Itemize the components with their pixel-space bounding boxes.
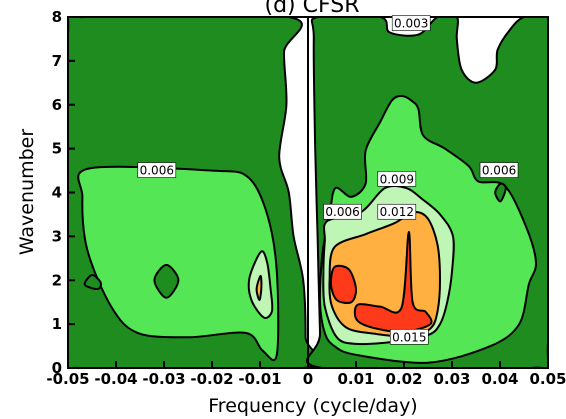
- x-axis-title: Frequency (cycle/day): [208, 395, 417, 417]
- contour-label-text: 0.006: [482, 164, 516, 178]
- y-tick-label: 3: [52, 227, 62, 245]
- contour-label: 0.015: [390, 329, 428, 344]
- contour-label-text: 0.006: [325, 205, 359, 219]
- y-tick-label: 1: [52, 315, 62, 333]
- contour-label: 0.012: [378, 204, 416, 219]
- y-tick-label: 6: [52, 96, 62, 114]
- x-tick-label: -0.03: [142, 370, 185, 388]
- x-tick-label: 0.03: [433, 370, 470, 388]
- contour-label: 0.006: [324, 204, 362, 219]
- y-tick-label: 0: [52, 359, 62, 377]
- contour-label-text: 0.012: [380, 205, 414, 219]
- x-tick-label: -0.01: [238, 370, 281, 388]
- contour-label-text: 0.006: [140, 164, 174, 178]
- x-tick-label: 0.04: [481, 370, 518, 388]
- x-tick-label: 0: [303, 370, 313, 388]
- y-tick-label: 7: [52, 52, 62, 70]
- contour-label: 0.006: [480, 163, 518, 178]
- contour-label-text: 0.009: [380, 172, 414, 186]
- x-tick-label: 0.01: [337, 370, 374, 388]
- y-tick-label: 4: [52, 184, 62, 202]
- x-tick-label: 0.05: [529, 370, 566, 388]
- x-tick-label: -0.04: [94, 370, 137, 388]
- y-tick-label: 8: [52, 8, 62, 26]
- y-tick-label: 2: [52, 271, 62, 289]
- contour-label: 0.009: [378, 171, 416, 186]
- contour-label-text: 0.015: [392, 330, 426, 344]
- y-axis-title: Wavenumber: [16, 129, 38, 255]
- x-tick-label: 0.02: [385, 370, 422, 388]
- chart-title: (d) CFSR: [264, 0, 359, 18]
- y-tick-label: 5: [52, 140, 62, 158]
- contour-label: 0.006: [138, 163, 176, 178]
- contour-label: 0.003: [392, 16, 430, 31]
- x-tick-label: -0.02: [190, 370, 233, 388]
- contour-label-text: 0.003: [394, 17, 428, 31]
